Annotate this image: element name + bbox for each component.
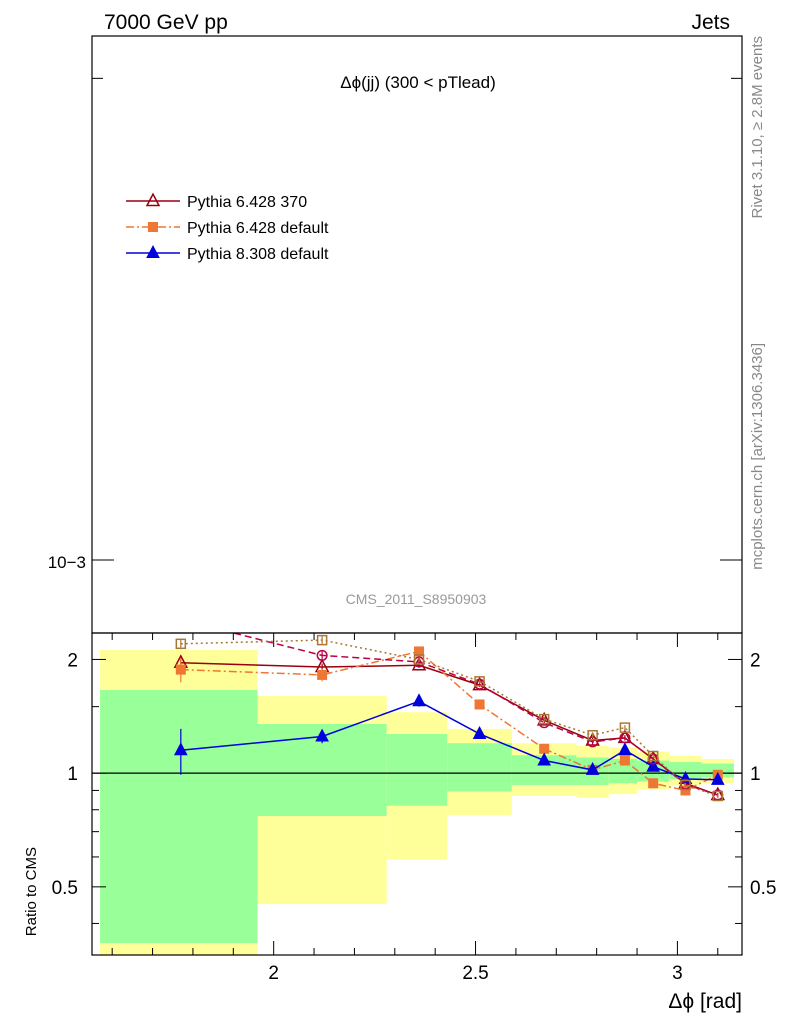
point-2-5 — [585, 761, 600, 775]
series-line-1 — [180, 650, 719, 792]
series-line-4 — [180, 639, 719, 797]
point-4-2 — [413, 654, 425, 665]
x-tick-label-2: 3 — [672, 963, 683, 984]
point-4-0 — [175, 638, 187, 650]
point-2-9 — [710, 771, 725, 785]
point-1-1 — [317, 669, 328, 680]
band-green-0 — [100, 690, 258, 944]
point-2-1 — [315, 728, 329, 742]
x-axis-label: Δϕ [rad] — [668, 990, 742, 1013]
band-green-3 — [447, 743, 512, 792]
point-4-9 — [712, 790, 724, 802]
y-tick-label-0: 0.5 — [52, 878, 78, 899]
y-axis-label: Ratio to CMS — [23, 847, 40, 936]
y-tick-label-1: 1 — [67, 764, 78, 785]
legend-entry-1: Pythia 6.428 default — [126, 220, 329, 237]
header-left: 7000 GeV pp — [104, 11, 228, 34]
point-4-6 — [619, 722, 631, 733]
point-3-1 — [316, 649, 328, 661]
point-2-6 — [618, 742, 632, 756]
header-right: Jets — [691, 11, 730, 34]
series-4 — [175, 634, 724, 802]
y-tick-label-right-1: 1 — [750, 764, 761, 785]
watermark: CMS_2011_S8950903 — [346, 591, 487, 607]
ratio-frame — [91, 632, 743, 956]
point-4-7 — [647, 750, 659, 762]
ratio-tick-labels: 2 2.5 3 0.5 0.5 1 1 2 2 — [52, 650, 777, 984]
point-4-4 — [538, 713, 550, 725]
series-layer — [173, 633, 726, 802]
point-1-0 — [175, 664, 186, 675]
point-2-0 — [173, 742, 188, 756]
y-tick-label-right-2: 2 — [750, 650, 761, 671]
point-4-8 — [680, 779, 691, 791]
point-4-3 — [474, 676, 485, 687]
point-4-1 — [316, 634, 328, 646]
main-panel: 10−3 Δϕ(jj) (300 < pTlead) CMS_2011_S895… — [48, 35, 743, 634]
main-y-ticks — [92, 77, 742, 561]
band-green-2 — [386, 733, 448, 806]
band-green-8 — [669, 762, 702, 779]
point-1-2 — [414, 646, 425, 657]
legend-marker-0 — [145, 192, 161, 207]
legend-label-2: Pythia 8.308 default — [187, 246, 329, 263]
point-2-3 — [472, 725, 487, 739]
legend-marker-1 — [148, 222, 158, 232]
legend: Pythia 6.428 370 Pythia 6.428 default Pyth… — [126, 192, 329, 263]
uncertainty-bands — [100, 649, 734, 955]
point-2-4 — [537, 752, 552, 766]
y-tick-label-2: 2 — [67, 650, 78, 671]
legend-label-0: Pythia 6.428 370 — [187, 194, 307, 211]
legend-entry-0: Pythia 6.428 370 — [126, 192, 307, 211]
y-tick-label-right-0: 0.5 — [750, 878, 776, 899]
ratio-panel: 2 2.5 3 0.5 0.5 1 1 2 2 Ratio to CMS Δϕ [rad] — [23, 632, 777, 1013]
point-1-6 — [619, 755, 630, 766]
legend-marker-2 — [146, 245, 160, 258]
series-line-3 — [230, 633, 719, 796]
mcplots-label: mcplots.cern.ch [arXiv:1306.3436] — [749, 343, 766, 570]
point-2-2 — [412, 693, 426, 707]
ratio-ticks — [92, 633, 742, 955]
point-3-6 — [619, 732, 631, 744]
point-4-5 — [587, 729, 598, 741]
point-2-7 — [646, 758, 661, 772]
chart-title: Δϕ(jj) (300 < pTlead) — [340, 73, 496, 92]
legend-entry-2: Pythia 8.308 default — [126, 245, 329, 263]
point-1-4 — [539, 743, 550, 754]
main-y-tick-label: 10−3 — [48, 553, 86, 572]
legend-label-1: Pythia 6.428 default — [187, 220, 329, 237]
series-2 — [173, 693, 725, 785]
x-tick-label-1: 2.5 — [462, 963, 488, 984]
x-tick-label-0: 2 — [268, 963, 279, 984]
rivet-label: Rivet 3.1.10, ≥ 2.8M events — [749, 36, 766, 219]
point-1-3 — [474, 699, 485, 710]
point-1-7 — [648, 778, 659, 789]
series-line-2 — [180, 700, 718, 781]
